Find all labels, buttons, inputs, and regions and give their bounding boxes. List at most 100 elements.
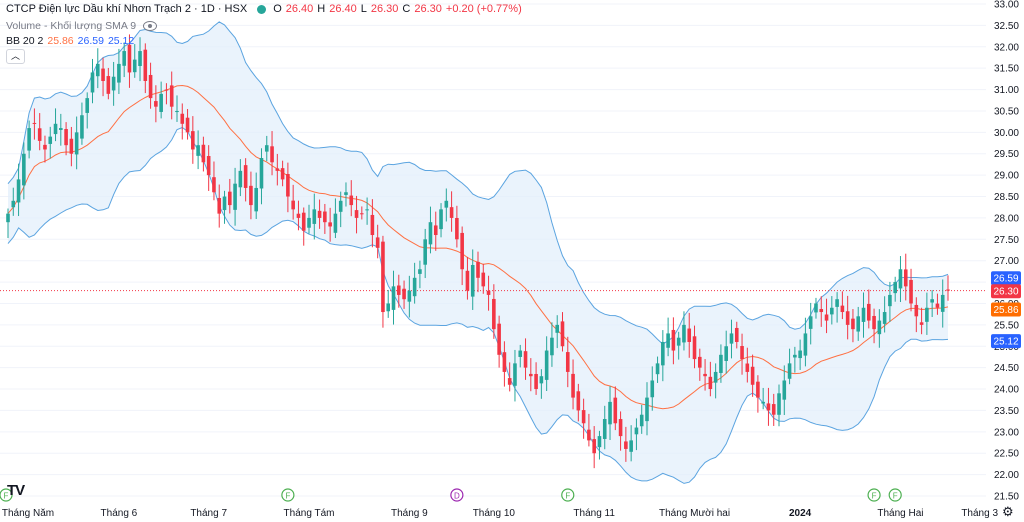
candle-body <box>296 213 301 218</box>
low-value: 26.30 <box>370 3 399 15</box>
x-tick-label: Tháng 11 <box>573 508 615 519</box>
candle-body <box>37 128 42 141</box>
candle-body <box>851 318 855 330</box>
event-marker <box>561 488 575 502</box>
candle-body <box>80 115 84 139</box>
y-tick-label: 21.50 <box>994 492 1019 503</box>
candle-body <box>946 289 950 291</box>
candle-body <box>565 352 570 372</box>
y-tick-label: 30.50 <box>994 106 1019 117</box>
candle-body <box>243 165 248 188</box>
candle-body <box>59 128 63 130</box>
candle-body <box>95 63 100 77</box>
candle-body <box>697 356 702 368</box>
candle-body <box>449 207 454 218</box>
candle-body <box>444 200 449 208</box>
candle-body <box>523 351 528 368</box>
tradingview-logo-icon[interactable]: TV <box>7 482 25 499</box>
symbol-legend: CTCP Điện lực Dầu khí Nhơn Trạch 2 · 1D … <box>6 3 522 15</box>
market-status-icon <box>257 4 267 14</box>
candle-body <box>803 333 808 356</box>
candle-body <box>930 299 934 303</box>
event-marker-label: F <box>872 492 877 501</box>
y-tick-label: 29.00 <box>994 171 1019 182</box>
candle-body <box>481 272 486 287</box>
candle-body <box>925 307 929 322</box>
candlestick-series <box>6 34 950 469</box>
candle-body <box>412 277 417 297</box>
candle-body <box>196 145 200 156</box>
volume-legend[interactable]: Volume - Khối lượng SMA 9 <box>6 20 158 32</box>
event-marker <box>888 488 902 502</box>
bb-lower-value: 25.12 <box>107 35 135 47</box>
candle-body <box>814 303 818 313</box>
candle-body <box>560 321 565 347</box>
candle-body <box>175 110 179 113</box>
bb-upper-value: 26.59 <box>77 35 104 47</box>
candle-body <box>555 324 560 333</box>
candle-body <box>787 363 792 379</box>
candle-body <box>286 173 290 197</box>
candle-body <box>138 51 142 67</box>
candle-body <box>386 303 391 312</box>
candle-body <box>808 316 813 329</box>
y-tick-label: 31.00 <box>994 85 1019 96</box>
gear-icon[interactable]: ⚙ <box>1002 504 1014 519</box>
candle-body <box>534 373 538 390</box>
event-marker-label: F <box>893 492 898 501</box>
candle-body <box>544 350 549 380</box>
event-marker <box>450 488 464 502</box>
candle-body <box>719 354 723 373</box>
bollinger-legend[interactable]: BB 20 2 25.86 26.59 25.12 <box>6 35 134 47</box>
candle-body <box>301 212 306 231</box>
candle-body <box>645 397 649 422</box>
candle-body <box>418 269 422 274</box>
candle-body <box>164 89 169 91</box>
candle-body <box>692 336 697 360</box>
candle-body <box>206 156 211 176</box>
event-marker <box>867 488 881 502</box>
candle-body <box>935 303 940 308</box>
candle-body <box>909 279 913 304</box>
candle-body <box>676 337 681 346</box>
candle-body <box>507 378 512 385</box>
y-tick-label: 31.50 <box>994 64 1019 75</box>
candle-body <box>375 237 380 248</box>
candle-body <box>32 122 37 124</box>
candle-body <box>502 352 507 372</box>
time-axis: Tháng Năm Tháng 6 Tháng 7 Tháng Tám Tháng 9 T… <box>2 508 999 519</box>
candle-body <box>317 210 322 218</box>
chevron-up-icon[interactable]: ︿ <box>6 49 25 64</box>
candle-body <box>169 85 174 107</box>
candle-body <box>877 320 882 335</box>
candle-body <box>634 427 639 435</box>
candle-body <box>159 93 163 112</box>
candle-body <box>740 346 744 360</box>
candle-body <box>101 68 105 82</box>
symbol-title[interactable]: CTCP Điện lực Dầu khí Nhơn Trạch 2 · 1D … <box>6 3 248 15</box>
price-tag <box>991 284 1021 299</box>
candle-body <box>323 211 327 223</box>
candle-body <box>608 401 612 425</box>
candle-body <box>845 311 850 325</box>
candle-body <box>11 200 16 208</box>
candle-body <box>798 350 802 359</box>
candle-body <box>106 76 111 94</box>
bollinger-lower-line <box>7 126 949 484</box>
candle-body <box>117 63 121 83</box>
candle-body <box>148 74 153 99</box>
event-marker <box>281 488 295 502</box>
candle-body <box>761 401 765 404</box>
eye-hidden-icon[interactable] <box>143 21 158 31</box>
candle-body <box>85 98 90 113</box>
candle-body <box>750 366 755 385</box>
candle-body <box>212 177 216 193</box>
bb-label: BB 20 2 <box>6 35 44 47</box>
candle-body <box>729 333 734 344</box>
candle-body <box>291 200 295 210</box>
y-tick-label: 32.50 <box>994 21 1019 32</box>
candle-body <box>872 315 876 330</box>
candle-body <box>639 414 644 427</box>
candle-body <box>312 209 317 224</box>
